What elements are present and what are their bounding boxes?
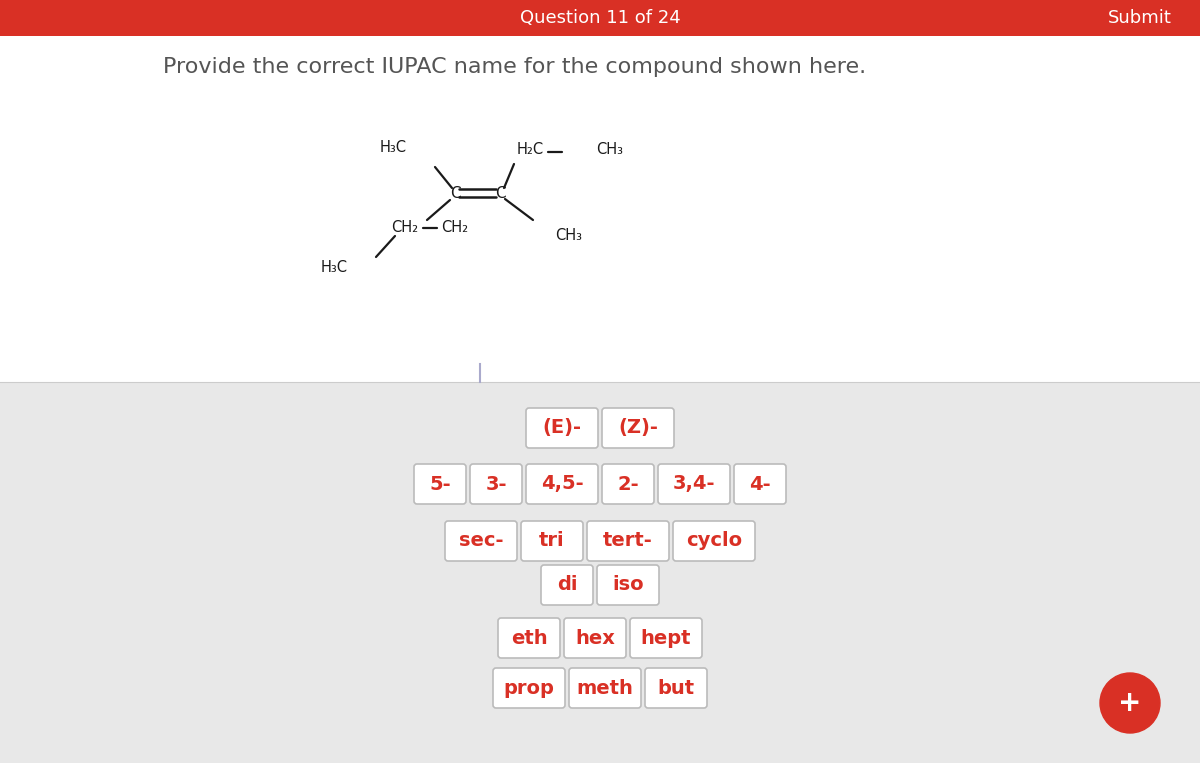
Text: sec-: sec- bbox=[458, 532, 503, 550]
FancyBboxPatch shape bbox=[569, 668, 641, 708]
Text: 4-: 4- bbox=[749, 475, 770, 494]
Text: eth: eth bbox=[511, 629, 547, 648]
Text: 4,5-: 4,5- bbox=[541, 475, 583, 494]
Text: +: + bbox=[1118, 689, 1141, 717]
FancyBboxPatch shape bbox=[587, 521, 670, 561]
FancyBboxPatch shape bbox=[630, 618, 702, 658]
Text: iso: iso bbox=[612, 575, 644, 594]
Text: Question 11 of 24: Question 11 of 24 bbox=[520, 9, 680, 27]
Text: tert-: tert- bbox=[604, 532, 653, 550]
FancyBboxPatch shape bbox=[493, 668, 565, 708]
FancyBboxPatch shape bbox=[498, 618, 560, 658]
Text: Provide the correct IUPAC name for the compound shown here.: Provide the correct IUPAC name for the c… bbox=[163, 57, 866, 77]
Text: hept: hept bbox=[641, 629, 691, 648]
FancyBboxPatch shape bbox=[673, 521, 755, 561]
FancyBboxPatch shape bbox=[564, 618, 626, 658]
FancyBboxPatch shape bbox=[521, 521, 583, 561]
Circle shape bbox=[1100, 673, 1160, 733]
Text: 3-: 3- bbox=[485, 475, 506, 494]
Text: C: C bbox=[494, 185, 505, 201]
Text: CH₂: CH₂ bbox=[442, 221, 468, 236]
FancyBboxPatch shape bbox=[541, 565, 593, 605]
Text: 5-: 5- bbox=[430, 475, 451, 494]
Text: CH₃: CH₃ bbox=[554, 227, 582, 243]
FancyBboxPatch shape bbox=[526, 464, 598, 504]
Text: di: di bbox=[557, 575, 577, 594]
Text: CH₃: CH₃ bbox=[596, 143, 623, 157]
FancyBboxPatch shape bbox=[602, 464, 654, 504]
Text: H₃C: H₃C bbox=[322, 260, 348, 275]
Text: cyclo: cyclo bbox=[686, 532, 742, 550]
Text: CH₂: CH₂ bbox=[391, 221, 419, 236]
FancyBboxPatch shape bbox=[445, 521, 517, 561]
FancyBboxPatch shape bbox=[414, 464, 466, 504]
FancyBboxPatch shape bbox=[526, 408, 598, 448]
Text: Submit: Submit bbox=[1108, 9, 1172, 27]
Text: (Z)-: (Z)- bbox=[618, 418, 658, 437]
Text: C: C bbox=[450, 185, 461, 201]
FancyBboxPatch shape bbox=[658, 464, 730, 504]
FancyBboxPatch shape bbox=[602, 408, 674, 448]
Text: 3,4-: 3,4- bbox=[673, 475, 715, 494]
Text: H₂C: H₂C bbox=[516, 143, 544, 157]
Text: (E)-: (E)- bbox=[542, 418, 582, 437]
Text: tri: tri bbox=[539, 532, 565, 550]
FancyBboxPatch shape bbox=[734, 464, 786, 504]
Text: 2-: 2- bbox=[617, 475, 638, 494]
Bar bbox=[0, 0, 1200, 36]
Bar bbox=[0, 382, 1200, 763]
Text: but: but bbox=[658, 678, 695, 697]
FancyBboxPatch shape bbox=[470, 464, 522, 504]
Text: hex: hex bbox=[575, 629, 614, 648]
FancyBboxPatch shape bbox=[598, 565, 659, 605]
Text: H₃C: H₃C bbox=[380, 140, 407, 156]
FancyBboxPatch shape bbox=[646, 668, 707, 708]
Text: meth: meth bbox=[576, 678, 634, 697]
Text: prop: prop bbox=[504, 678, 554, 697]
